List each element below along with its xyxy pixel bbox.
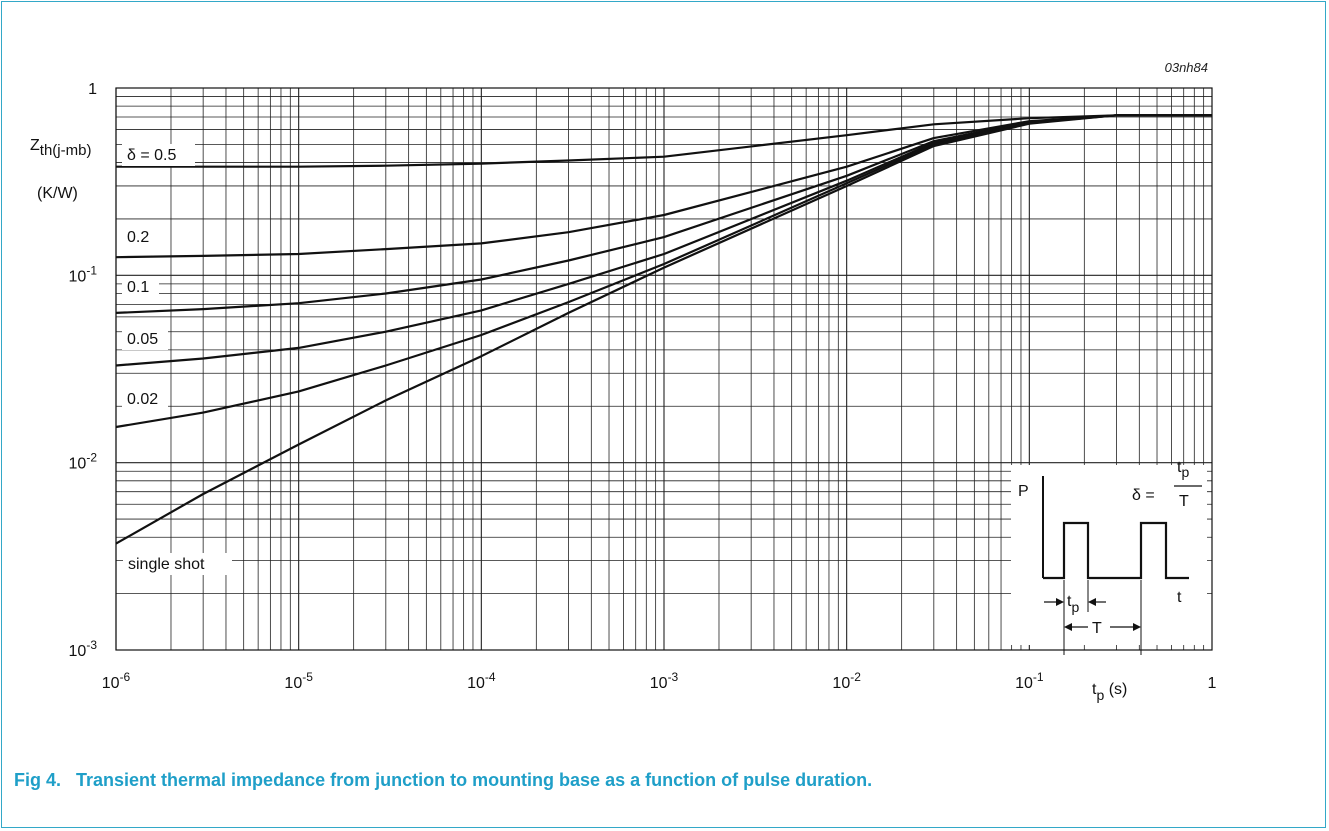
- x-tick-exp: -1: [1033, 670, 1044, 684]
- y-tick-label-1: 10-1: [69, 263, 98, 285]
- series-labels: δ = 0.5 0.2 0.1 0.05 0.02 single shot: [122, 144, 232, 575]
- x-tick-exp: -5: [302, 670, 313, 684]
- series-label-4: 0.02: [127, 391, 158, 408]
- y-tick-base: 10: [69, 643, 87, 660]
- y-tick-label-0: 1: [88, 81, 97, 98]
- x-tick-label-0: 10-6: [102, 670, 131, 692]
- x-tick-label-3: 10-3: [650, 670, 679, 692]
- plot-border: [115, 87, 1213, 651]
- inset-formula-num-sub: p: [1181, 464, 1189, 480]
- series-label-3: 0.05: [127, 331, 158, 348]
- y-axis-label: Zth(j-mb) (K/W): [30, 137, 91, 202]
- x-tick-label-1: 10-5: [284, 670, 313, 692]
- figure-id: 03nh84: [1165, 60, 1208, 75]
- x-tick-label-6: 1: [1208, 675, 1217, 692]
- x-tick-base: 10: [1015, 675, 1033, 692]
- x-tick-exp: -3: [668, 670, 679, 684]
- inset-formula-num-main: t: [1177, 459, 1182, 476]
- inset-power-label: P: [1018, 483, 1029, 500]
- inset-tp-main: t: [1067, 593, 1072, 610]
- series-line-0: [116, 114, 1212, 168]
- series-label-bg: [122, 388, 168, 410]
- x-axis-label: tp (s): [1092, 681, 1127, 703]
- series-label-0: δ = 0.5: [127, 147, 176, 164]
- x-tick-base: 1: [1208, 675, 1217, 692]
- series-label-5: single shot: [128, 556, 205, 573]
- inset-time-label: t: [1177, 589, 1182, 606]
- x-tick-exp: -2: [850, 670, 861, 684]
- figure-caption: Fig 4. Transient thermal impedance from …: [14, 770, 873, 790]
- inset-period-label: T: [1092, 620, 1102, 637]
- inset-formula-denominator: T: [1179, 493, 1189, 510]
- y-axis-label-unit: (K/W): [37, 185, 78, 202]
- inset-tp-label: tp: [1067, 593, 1079, 615]
- y-tick-exp: -2: [86, 451, 97, 465]
- x-tick-label-2: 10-4: [467, 670, 496, 692]
- y-axis-label-sub: th(j-mb): [40, 142, 92, 159]
- y-tick-label-2: 10-2: [69, 451, 98, 473]
- y-tick-base: 10: [69, 268, 87, 285]
- inset-tp-sub: p: [1071, 599, 1079, 615]
- series-lines: [115, 114, 1212, 545]
- x-axis-label-sub: p: [1096, 687, 1104, 703]
- inset-formula-lhs: δ =: [1132, 487, 1155, 504]
- x-tick-base: 10: [650, 675, 668, 692]
- series-label-bg: [123, 553, 232, 575]
- y-tick-label-3: 10-3: [69, 638, 98, 660]
- series-label-bg: [122, 328, 168, 350]
- x-tick-base: 10: [284, 675, 302, 692]
- y-axis-label-main: Z: [30, 137, 40, 154]
- series-line-5: [115, 114, 1212, 545]
- x-axis-label-main: t: [1092, 681, 1097, 698]
- x-tick-exp: -6: [120, 670, 131, 684]
- series-label-1: 0.2: [127, 229, 149, 246]
- y-tick-exp: -3: [86, 638, 97, 652]
- x-tick-label-4: 10-2: [832, 670, 861, 692]
- pulse-inset: P t tp T δ = tp T: [1011, 459, 1207, 655]
- series-label-bg: [122, 226, 159, 248]
- inset-formula-numerator: tp: [1177, 459, 1189, 480]
- series-label-bg: [122, 144, 195, 166]
- x-tick-label-5: 10-1: [1015, 670, 1044, 692]
- x-tick-base: 10: [467, 675, 485, 692]
- series-label-bg: [122, 276, 159, 298]
- y-tick-base: 10: [69, 456, 87, 473]
- y-tick-exp: -1: [86, 263, 97, 277]
- svg-text:Zth(j-mb): Zth(j-mb): [30, 137, 91, 159]
- y-tick-base: 1: [88, 81, 97, 98]
- x-tick-base: 10: [102, 675, 120, 692]
- series-label-2: 0.1: [127, 279, 149, 296]
- x-axis-label-unit: (s): [1104, 681, 1127, 698]
- x-tick-base: 10: [832, 675, 850, 692]
- x-tick-exp: -4: [485, 670, 496, 684]
